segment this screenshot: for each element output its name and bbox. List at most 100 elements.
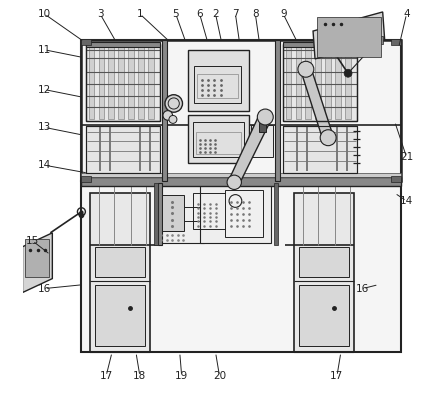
Text: 15: 15	[26, 236, 39, 246]
Text: 11: 11	[38, 45, 51, 55]
Bar	[154, 183, 158, 245]
Bar	[227, 193, 261, 229]
Bar	[82, 177, 401, 186]
Bar	[148, 46, 154, 119]
Bar	[86, 44, 160, 121]
Bar	[286, 46, 291, 119]
Bar	[162, 40, 167, 181]
Bar	[373, 36, 383, 44]
Text: 8: 8	[252, 9, 259, 19]
Bar	[188, 50, 249, 111]
Bar	[392, 39, 401, 45]
Bar	[299, 285, 349, 346]
Bar	[306, 46, 311, 119]
Bar	[197, 74, 238, 98]
Bar	[98, 46, 104, 119]
Bar	[95, 247, 145, 277]
Bar	[86, 42, 160, 47]
Circle shape	[227, 175, 241, 189]
Text: 14: 14	[400, 196, 413, 206]
Bar	[283, 44, 357, 121]
Text: 10: 10	[38, 9, 51, 19]
Text: 5: 5	[172, 9, 179, 19]
Bar	[325, 46, 331, 119]
Bar	[156, 184, 204, 243]
Bar	[86, 44, 160, 121]
Text: 21: 21	[400, 152, 413, 162]
Bar	[299, 247, 349, 277]
Text: 19: 19	[175, 371, 188, 381]
Circle shape	[169, 115, 177, 123]
Bar	[194, 66, 241, 103]
Polygon shape	[301, 67, 333, 140]
Bar	[274, 183, 278, 245]
Bar	[82, 181, 401, 352]
Bar	[315, 46, 321, 119]
Bar	[251, 125, 273, 157]
Bar	[158, 183, 162, 245]
Bar	[188, 186, 249, 233]
Bar	[89, 46, 94, 119]
Text: 4: 4	[403, 9, 410, 19]
Polygon shape	[23, 233, 52, 293]
Circle shape	[163, 111, 172, 120]
Text: 9: 9	[280, 9, 287, 19]
Bar	[188, 115, 249, 163]
Text: 17: 17	[330, 371, 343, 381]
Bar	[225, 190, 263, 237]
Bar	[345, 46, 351, 119]
Bar	[90, 193, 150, 352]
Bar	[86, 126, 160, 173]
Bar	[392, 176, 401, 182]
Polygon shape	[229, 115, 271, 184]
Bar	[82, 176, 91, 182]
Circle shape	[320, 130, 336, 146]
Text: 7: 7	[232, 9, 239, 19]
Bar	[109, 46, 114, 119]
Bar	[193, 122, 244, 157]
Text: 16: 16	[38, 283, 51, 294]
Bar	[82, 40, 401, 181]
Text: 18: 18	[133, 371, 147, 381]
Bar	[25, 239, 49, 277]
Circle shape	[165, 95, 183, 112]
Text: 12: 12	[38, 84, 51, 95]
Circle shape	[344, 69, 352, 77]
Text: 3: 3	[97, 9, 103, 19]
Text: 16: 16	[356, 283, 369, 294]
Bar	[138, 46, 144, 119]
Bar	[200, 184, 271, 243]
Bar	[283, 126, 357, 173]
Text: 20: 20	[213, 371, 226, 381]
Bar	[118, 46, 124, 119]
Bar	[283, 44, 357, 121]
Text: 17: 17	[100, 371, 113, 381]
Text: 2: 2	[212, 9, 219, 19]
Bar	[162, 195, 184, 231]
Bar	[82, 40, 401, 181]
Circle shape	[257, 109, 273, 125]
Bar	[193, 193, 244, 229]
Bar	[86, 126, 160, 173]
Bar	[128, 46, 134, 119]
Text: 14: 14	[38, 160, 51, 170]
Bar	[82, 39, 91, 45]
Text: 1: 1	[136, 9, 143, 19]
Bar	[283, 126, 357, 173]
Polygon shape	[313, 12, 385, 59]
Bar	[335, 46, 341, 119]
Text: 6: 6	[196, 9, 203, 19]
Bar	[294, 193, 354, 352]
Bar	[82, 173, 401, 177]
Bar	[317, 17, 381, 57]
Bar	[295, 46, 301, 119]
Bar	[196, 132, 241, 154]
Bar	[259, 123, 267, 132]
Bar	[82, 181, 401, 352]
Bar	[95, 285, 145, 346]
Circle shape	[298, 61, 314, 77]
Bar	[283, 42, 357, 47]
Text: 13: 13	[38, 122, 51, 133]
Bar	[275, 40, 280, 181]
Bar	[223, 186, 265, 233]
